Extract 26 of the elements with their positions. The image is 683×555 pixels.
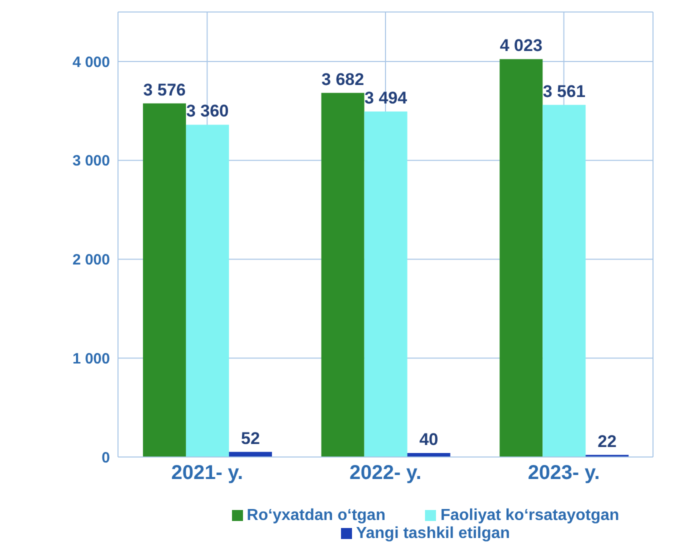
data-label: 3 561 (542, 82, 586, 101)
data-label: 4 023 (500, 36, 542, 56)
data-label: 3 576 (143, 80, 186, 100)
data-label: 3 682 (322, 70, 364, 89)
y-tick-label: 2 000 (72, 252, 110, 269)
legend-label: Yangi tashkil etilgan (356, 525, 510, 542)
legend-label: Ro‘yxatdan o‘tgan (246, 507, 386, 524)
y-tick-label: 1 000 (72, 350, 110, 368)
data-label: 52 (241, 428, 260, 448)
bar (186, 124, 229, 457)
bar (321, 92, 364, 457)
data-label: 3 360 (186, 102, 229, 121)
x-tick-label: 2021- y. (171, 462, 244, 484)
bar (142, 103, 186, 457)
bar (500, 59, 543, 457)
y-tick-label: 4 000 (72, 54, 110, 71)
bar (542, 104, 586, 457)
bar (364, 111, 408, 457)
x-tick-label: 2023- y. (528, 462, 600, 484)
data-label: 40 (419, 430, 438, 450)
y-tick-label: 0 (102, 449, 110, 466)
data-label: 22 (598, 432, 617, 451)
legend-label: Faoliyat ko‘rsatayotgan (440, 507, 620, 524)
x-tick-label: 2022- y. (350, 462, 422, 484)
y-tick-label: 3 000 (72, 152, 110, 170)
data-label: 3 494 (364, 88, 408, 108)
